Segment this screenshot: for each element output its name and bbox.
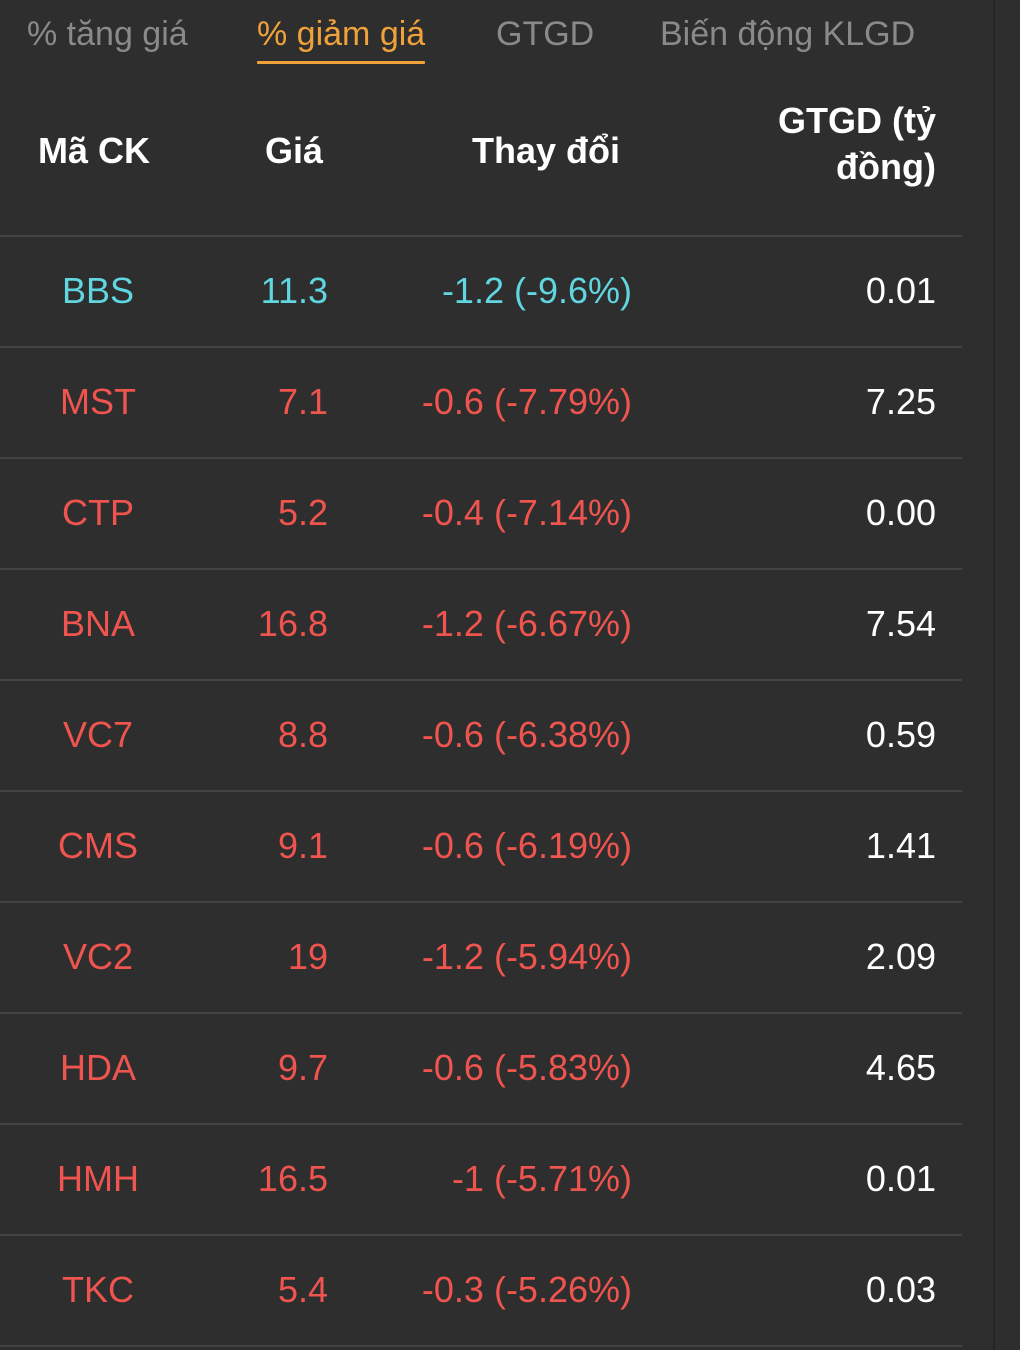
column-header-symbol[interactable]: Mã CK — [38, 130, 151, 171]
stock-price: 7.1 — [277, 381, 328, 422]
stock-price: 5.4 — [277, 1269, 328, 1310]
trading-value: 0.01 — [865, 270, 936, 311]
price-change: -0.6 (-6.38%) — [421, 714, 632, 755]
column-header-value-line1: GTGD (tỷ — [778, 100, 936, 141]
table-body: BBS 11.3 -1.2 (-9.6%) 0.01 MST 7.1 -0.6 (-7.79… — [0, 237, 962, 1347]
stock-price: 9.1 — [277, 825, 328, 866]
stock-price: 5.2 — [277, 492, 328, 533]
trading-value: 0.59 — [865, 714, 936, 755]
stock-price: 16.8 — [257, 603, 328, 644]
table-row[interactable]: MST 7.1 -0.6 (-7.79%) 7.25 — [0, 348, 962, 459]
tab-volume-change[interactable]: Biến động KLGD — [660, 15, 916, 53]
trading-value: 2.09 — [865, 936, 936, 977]
column-header-value[interactable]: GTGD (tỷ đồng) — [676, 98, 936, 190]
trading-value: 0.03 — [865, 1269, 936, 1310]
table-row[interactable]: BNA 16.8 -1.2 (-6.67%) 7.54 — [0, 570, 962, 681]
column-header-price[interactable]: Giá — [265, 130, 324, 171]
tab-trading-value[interactable]: GTGD — [496, 15, 595, 53]
stock-symbol[interactable]: VC7 — [62, 714, 134, 755]
price-change: -1.2 (-9.6%) — [441, 270, 632, 311]
panel-divider — [993, 0, 995, 1350]
column-header-value-line2: đồng) — [836, 146, 936, 187]
stock-symbol[interactable]: HDA — [59, 1047, 136, 1088]
trading-value: 0.01 — [865, 1158, 936, 1199]
stock-symbol[interactable]: BNA — [60, 603, 136, 644]
trading-value: 1.41 — [865, 825, 936, 866]
table-header: Mã CK Giá Thay đổi GTGD (tỷ đồng) — [0, 82, 962, 237]
price-change: -0.6 (-7.79%) — [421, 381, 632, 422]
table-row[interactable]: HMH 16.5 -1 (-5.71%) 0.01 — [0, 1125, 962, 1236]
stock-price: 11.3 — [260, 270, 328, 311]
price-change: -1 (-5.71%) — [451, 1158, 632, 1199]
price-change: -1.2 (-5.94%) — [421, 936, 632, 977]
table-row[interactable]: CTP 5.2 -0.4 (-7.14%) 0.00 — [0, 459, 962, 570]
table-row[interactable]: VC7 8.8 -0.6 (-6.38%) 0.59 — [0, 681, 962, 792]
stock-price: 8.8 — [277, 714, 328, 755]
table-row[interactable]: TKC 5.4 -0.3 (-5.26%) 0.03 — [0, 1236, 962, 1347]
column-header-change[interactable]: Thay đổi — [472, 130, 621, 171]
trading-value: 4.65 — [865, 1047, 936, 1088]
stock-symbol[interactable]: VC2 — [62, 936, 134, 977]
stock-symbol[interactable]: TKC — [62, 1269, 134, 1310]
stock-symbol[interactable]: BBS — [61, 270, 135, 311]
tab-percent-increase[interactable]: % tăng giá — [27, 15, 188, 53]
table-row[interactable]: VC2 19 -1.2 (-5.94%) 2.09 — [0, 903, 962, 1014]
price-change: -1.2 (-6.67%) — [421, 603, 632, 644]
stock-symbol[interactable]: CTP — [62, 492, 134, 533]
stock-symbol[interactable]: MST — [60, 381, 136, 422]
tab-bar: % tăng giá % giảm giá GTGD Biến động KLG… — [0, 0, 962, 72]
trading-value: 0.00 — [865, 492, 936, 533]
trading-value: 7.25 — [865, 381, 936, 422]
price-change: -0.3 (-5.26%) — [421, 1269, 632, 1310]
price-change: -0.6 (-6.19%) — [421, 825, 632, 866]
stock-price: 19 — [287, 936, 328, 977]
table-row[interactable]: CMS 9.1 -0.6 (-6.19%) 1.41 — [0, 792, 962, 903]
table-row[interactable]: BBS 11.3 -1.2 (-9.6%) 0.01 — [0, 237, 962, 348]
tab-percent-decrease[interactable]: % giảm giá — [257, 12, 426, 64]
trading-value: 7.54 — [865, 603, 936, 644]
table-row[interactable]: HDA 9.7 -0.6 (-5.83%) 4.65 — [0, 1014, 962, 1125]
stock-price: 16.5 — [257, 1158, 328, 1199]
stock-symbol[interactable]: CMS — [58, 825, 138, 866]
stock-symbol[interactable]: HMH — [57, 1158, 139, 1199]
price-change: -0.4 (-7.14%) — [421, 492, 632, 533]
price-change: -0.6 (-5.83%) — [421, 1047, 632, 1088]
stock-price: 9.7 — [277, 1047, 328, 1088]
top-losers-panel: % tăng giá % giảm giá GTGD Biến động KLG… — [0, 0, 962, 1347]
